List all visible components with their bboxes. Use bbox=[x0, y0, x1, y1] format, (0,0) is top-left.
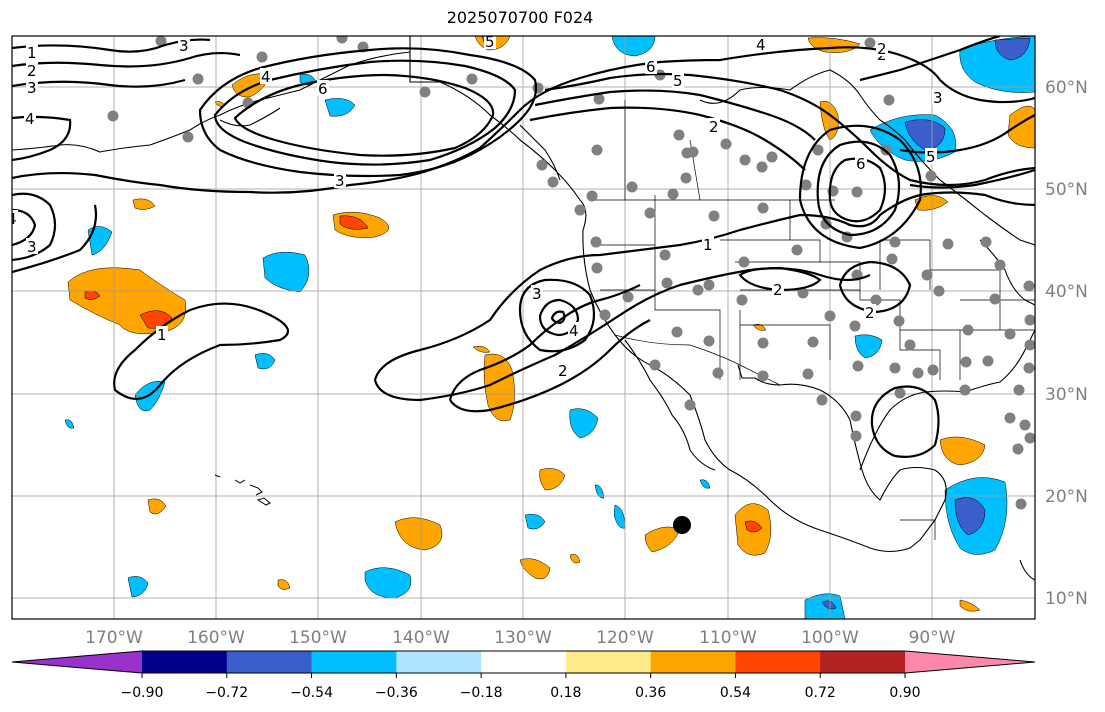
lat-label: 60°N bbox=[1045, 78, 1088, 98]
contour-label: 5 bbox=[485, 33, 495, 51]
map-plot-area: 1 2 3 4 4 6 6 5 4 2 3 5 6 1 bbox=[7, 33, 1035, 619]
colorbar-tick-label: 0.90 bbox=[889, 685, 920, 701]
colorbar: −0.90 −0.72 −0.54 −0.36 −0.18 0.18 0.36 0.54 0.7… bbox=[11, 650, 1036, 701]
contour-label: 2 bbox=[558, 362, 568, 380]
lon-label: 100°W bbox=[801, 628, 859, 648]
map-title: 2025070700 F024 bbox=[446, 8, 594, 27]
contour-label: 1 bbox=[703, 236, 713, 254]
contour-label: 2 bbox=[773, 281, 783, 299]
colorbar-bin bbox=[226, 651, 313, 673]
colorbar-bin bbox=[396, 651, 482, 673]
contour-label: 6 bbox=[646, 58, 656, 76]
lat-label: 30°N bbox=[1045, 385, 1088, 405]
contour-label: 3 bbox=[27, 238, 37, 256]
colorbar-tick-label: 0.36 bbox=[635, 685, 666, 701]
contour-label: 4 bbox=[7, 210, 17, 228]
contour-label: 2 bbox=[709, 118, 719, 136]
contour-label: 5 bbox=[673, 72, 683, 90]
lon-label: 110°W bbox=[699, 628, 757, 648]
colorbar-tick-label: 0.72 bbox=[805, 685, 836, 701]
colorbar-bin bbox=[142, 651, 228, 673]
latitude-labels: 60°N 50°N 40°N 30°N 20°N 10°N bbox=[1045, 78, 1088, 609]
colorbar-tick-label: −0.36 bbox=[375, 685, 418, 701]
contour-label: 6 bbox=[318, 80, 328, 98]
contour-label: 3 bbox=[933, 89, 943, 107]
colorbar-bin bbox=[820, 651, 906, 673]
contour-label: 4 bbox=[261, 68, 271, 86]
longitude-labels: 170°W 160°W 150°W 140°W 130°W 120°W 110°… bbox=[85, 628, 956, 648]
contour-label: 3 bbox=[27, 79, 37, 97]
colorbar-tick-label: 0.54 bbox=[720, 685, 751, 701]
lon-label: 150°W bbox=[289, 628, 347, 648]
contour-label: 2 bbox=[865, 304, 875, 322]
lat-label: 40°N bbox=[1045, 282, 1088, 302]
colorbar-bin bbox=[481, 651, 567, 673]
contour-label: 3 bbox=[532, 285, 542, 303]
contour-label: 6 bbox=[856, 155, 866, 173]
colorbar-tick-label: −0.90 bbox=[121, 685, 164, 701]
graticule bbox=[12, 36, 1035, 619]
political-borders bbox=[409, 36, 1035, 540]
lat-label: 10°N bbox=[1045, 589, 1088, 609]
hawaii-islands bbox=[214, 474, 271, 506]
contour-label: 1 bbox=[27, 44, 37, 62]
contour-label: 1 bbox=[157, 326, 167, 344]
lon-label: 170°W bbox=[85, 628, 143, 648]
lat-label: 20°N bbox=[1045, 487, 1088, 507]
colorbar-bin bbox=[735, 651, 821, 673]
contour-label: 3 bbox=[179, 37, 189, 55]
colorbar-tick-label: −0.54 bbox=[290, 685, 333, 701]
lon-label: 140°W bbox=[392, 628, 450, 648]
contour-label: 2 bbox=[27, 62, 37, 80]
colorbar-bin bbox=[311, 651, 397, 673]
lon-label: 120°W bbox=[596, 628, 654, 648]
contour-label: 4 bbox=[25, 110, 35, 128]
colorbar-extend-low bbox=[12, 651, 142, 673]
contour-label: 5 bbox=[926, 148, 936, 166]
colorbar-extend-high bbox=[905, 651, 1035, 673]
map-frame bbox=[11, 35, 1036, 620]
lon-label: 90°W bbox=[909, 628, 956, 648]
shaded-anomaly-fields bbox=[64, 36, 1035, 619]
contour-label: 4 bbox=[756, 36, 766, 54]
lon-label: 130°W bbox=[494, 628, 552, 648]
colorbar-bin bbox=[650, 651, 736, 673]
contour-label-group: 1 2 3 4 4 6 6 5 4 2 3 5 6 1 bbox=[7, 33, 944, 380]
storm-position-marker bbox=[673, 516, 691, 534]
colorbar-bin bbox=[565, 651, 652, 673]
coastlines bbox=[12, 36, 1035, 581]
contour-label: 4 bbox=[569, 322, 579, 340]
colorbar-tick-label: 0.18 bbox=[550, 685, 581, 701]
colorbar-tick-label: −0.72 bbox=[205, 685, 248, 701]
contour-label: 3 bbox=[335, 172, 345, 190]
lat-label: 50°N bbox=[1045, 180, 1088, 200]
contour-label: 2 bbox=[877, 40, 887, 58]
colorbar-tick-label: −0.18 bbox=[460, 685, 503, 701]
lon-label: 160°W bbox=[187, 628, 245, 648]
